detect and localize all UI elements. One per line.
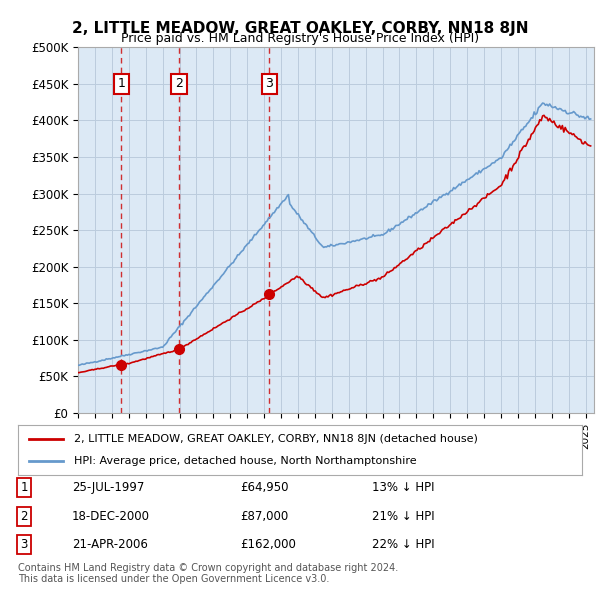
Text: 22% ↓ HPI: 22% ↓ HPI: [372, 538, 434, 551]
Text: £87,000: £87,000: [240, 510, 288, 523]
Text: £162,000: £162,000: [240, 538, 296, 551]
Text: 1: 1: [118, 77, 125, 90]
Text: 2, LITTLE MEADOW, GREAT OAKLEY, CORBY, NN18 8JN (detached house): 2, LITTLE MEADOW, GREAT OAKLEY, CORBY, N…: [74, 434, 478, 444]
Text: 2, LITTLE MEADOW, GREAT OAKLEY, CORBY, NN18 8JN: 2, LITTLE MEADOW, GREAT OAKLEY, CORBY, N…: [72, 21, 528, 35]
Text: Contains HM Land Registry data © Crown copyright and database right 2024.: Contains HM Land Registry data © Crown c…: [18, 563, 398, 573]
Text: Price paid vs. HM Land Registry's House Price Index (HPI): Price paid vs. HM Land Registry's House …: [121, 32, 479, 45]
Text: 18-DEC-2000: 18-DEC-2000: [72, 510, 150, 523]
Text: 21-APR-2006: 21-APR-2006: [72, 538, 148, 551]
Text: 1: 1: [20, 481, 28, 494]
Text: 3: 3: [265, 77, 273, 90]
Text: 13% ↓ HPI: 13% ↓ HPI: [372, 481, 434, 494]
Text: 2: 2: [175, 77, 183, 90]
Text: 21% ↓ HPI: 21% ↓ HPI: [372, 510, 434, 523]
Text: £64,950: £64,950: [240, 481, 289, 494]
Text: HPI: Average price, detached house, North Northamptonshire: HPI: Average price, detached house, Nort…: [74, 456, 417, 466]
Text: 2: 2: [20, 510, 28, 523]
Text: 25-JUL-1997: 25-JUL-1997: [72, 481, 145, 494]
Text: This data is licensed under the Open Government Licence v3.0.: This data is licensed under the Open Gov…: [18, 574, 329, 584]
Text: 3: 3: [20, 538, 28, 551]
